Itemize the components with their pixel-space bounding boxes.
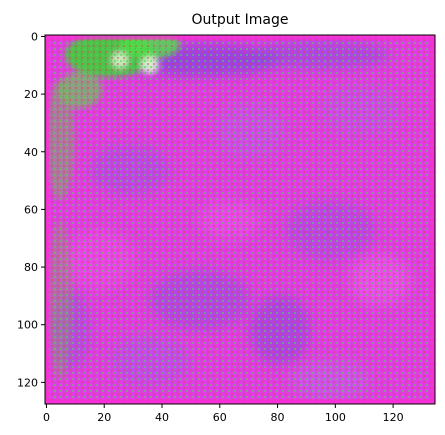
y-tick-label: 80 xyxy=(24,261,38,274)
x-tick-label: 100 xyxy=(325,411,346,424)
x-axis: 0 20 40 60 80 100 120 xyxy=(43,404,404,424)
x-tick-label: 20 xyxy=(97,411,111,424)
y-tick-label: 40 xyxy=(24,146,38,159)
y-tick-label: 100 xyxy=(17,319,38,332)
x-tick-label: 120 xyxy=(383,411,404,424)
dither-overlay xyxy=(45,35,435,404)
y-tick-label: 60 xyxy=(24,203,38,216)
x-tick-label: 40 xyxy=(155,411,169,424)
y-tick-label: 0 xyxy=(31,30,38,43)
image-border xyxy=(45,35,435,404)
plot-frame xyxy=(44,34,436,405)
y-axis: 0 20 40 60 80 100 120 xyxy=(17,30,45,389)
chart-title: Output Image xyxy=(192,12,289,28)
y-tick-label: 20 xyxy=(24,88,38,101)
y-tick-label: 120 xyxy=(17,376,38,389)
x-tick-label: 80 xyxy=(271,411,285,424)
x-tick-label: 60 xyxy=(213,411,227,424)
x-tick-label: 0 xyxy=(43,411,50,424)
heatmap-image xyxy=(45,35,435,404)
